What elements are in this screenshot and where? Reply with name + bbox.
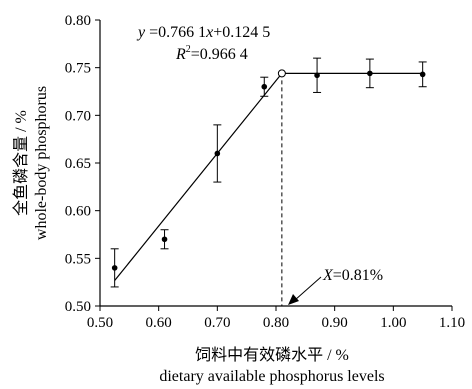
linear-fit-line [114, 73, 283, 281]
x-tick-labels: 0.50 0.60 0.70 0.80 0.90 1.00 1.10 [87, 315, 465, 331]
x-tick-label: 0.70 [204, 315, 230, 331]
breakpoint-marker [277, 69, 286, 78]
x-tick-label: 0.60 [146, 315, 172, 331]
x-tick-label: 1.00 [380, 315, 406, 331]
y-tick-label: 0.80 [65, 13, 91, 29]
data-point [367, 70, 373, 77]
data-point [214, 150, 221, 157]
y-tick-label: 0.75 [65, 61, 91, 77]
y-tick-label: 0.55 [65, 251, 91, 267]
data-point [111, 265, 118, 271]
data-point [419, 71, 426, 78]
x-axis-label-en: dietary available phosphorus levels [159, 368, 384, 385]
r-squared-text: R2=0.966 4 [175, 44, 248, 63]
x-tick-label: 0.50 [87, 315, 113, 331]
x-axis-label-cn: 饲料中有效磷水平 / % [195, 346, 349, 364]
data-points [111, 70, 426, 271]
breakpoint-label: X=0.81% [322, 267, 383, 284]
y-tick-label: 0.60 [65, 204, 91, 220]
x-tick-label: 0.80 [263, 315, 289, 331]
data-point [261, 83, 268, 90]
axis-ticks [95, 19, 453, 311]
y-axis-label-cn: 全鱼磷含量 / % [12, 110, 30, 216]
equation-text: y =0.766 1x+0.124 5 [136, 24, 270, 41]
data-point [314, 72, 320, 79]
x-tick-label: 0.90 [322, 315, 348, 331]
x-tick-label: 1.10 [439, 315, 465, 331]
data-point [161, 236, 168, 243]
y-tick-labels: 0.50 0.55 0.60 0.65 0.70 0.75 0.80 [65, 13, 91, 315]
error-bars [110, 57, 427, 288]
y-axis-label-en: whole-body phosphorus [33, 86, 50, 240]
y-tick-label: 0.65 [65, 156, 91, 172]
y-tick-label: 0.70 [65, 108, 91, 124]
breakpoint-arrow-head [288, 294, 299, 305]
y-tick-label: 0.50 [65, 299, 91, 315]
breakpoint-arrow-line [294, 276, 322, 301]
